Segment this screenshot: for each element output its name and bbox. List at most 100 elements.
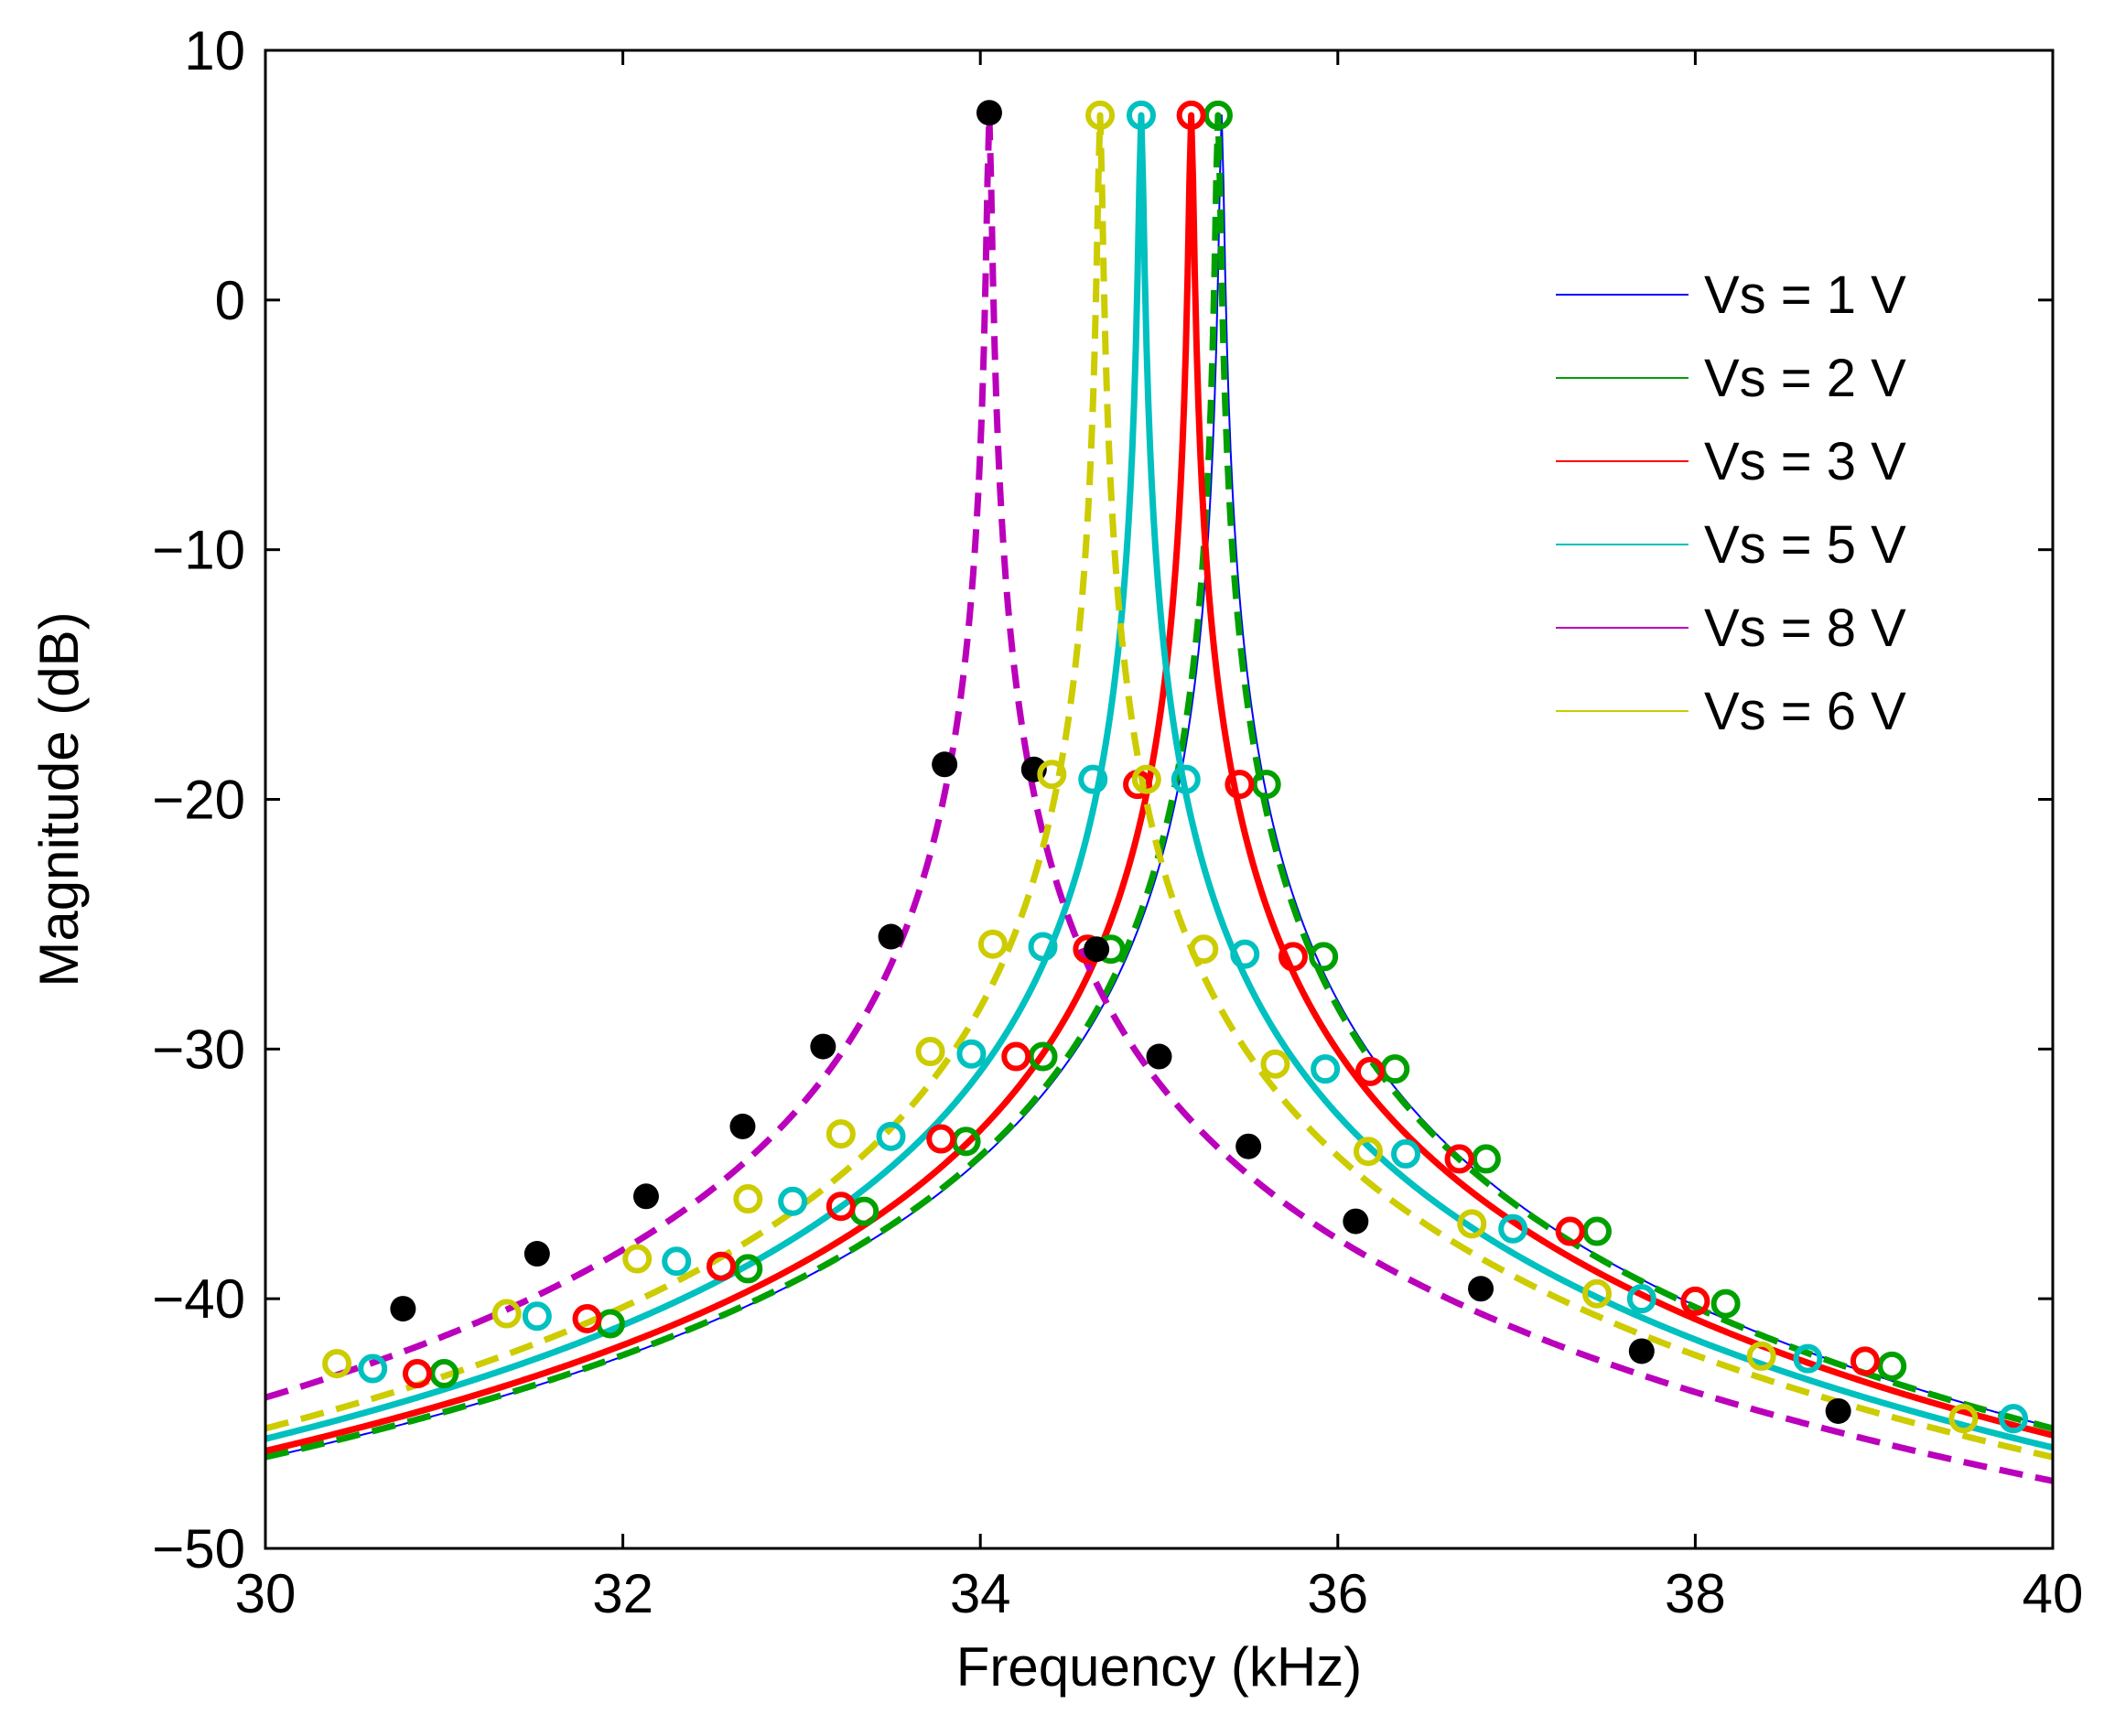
data-point-series-6 — [322, 1349, 352, 1379]
y-tick-label: −10 — [152, 520, 245, 581]
ticks-layer: 30 32 34 36 38 40 10 0 −10 −20 −30 −40 −50 — [152, 20, 2083, 1624]
data-point-series-6 — [1948, 1404, 1979, 1434]
x-axis-title: Frequency (kHz) — [956, 1636, 1362, 1698]
data-point-series-6 — [733, 1184, 763, 1214]
legend-label: Vs = 6 V — [1704, 682, 1906, 741]
data-point-series-4 — [956, 1039, 987, 1069]
x-tick-label: 34 — [950, 1563, 1011, 1624]
data-point-series-2 — [1471, 1144, 1501, 1174]
data-point-series-2 — [1309, 942, 1339, 972]
x-tick-label: 32 — [592, 1563, 653, 1624]
data-point-series-3 — [1555, 1216, 1585, 1246]
data-point-series-6 — [1354, 1137, 1384, 1167]
data-point-series-4 — [358, 1353, 388, 1384]
data-point-series-6 — [915, 1037, 945, 1067]
data-point-series-6 — [622, 1244, 653, 1274]
data-point-series-5 — [523, 1241, 550, 1267]
data-point-series-4 — [778, 1186, 808, 1216]
data-point-series-6 — [825, 1119, 856, 1149]
data-point-series-4 — [1171, 764, 1201, 794]
data-point-series-5 — [632, 1183, 659, 1210]
curve-series-6 — [265, 112, 2053, 1461]
data-point-series-2 — [1028, 1041, 1058, 1072]
data-point-series-4 — [1793, 1343, 1823, 1374]
legend-label: Vs = 2 V — [1704, 349, 1906, 408]
data-point-series-3 — [1001, 1041, 1031, 1072]
x-tick-label: 36 — [1307, 1563, 1368, 1624]
data-point-series-4 — [1391, 1138, 1421, 1169]
data-point-series-5 — [1628, 1338, 1655, 1364]
data-point-series-5 — [1146, 1043, 1172, 1070]
data-point-series-6 — [1037, 760, 1067, 790]
data-point-series-5 — [390, 1296, 416, 1322]
data-point-series-2 — [429, 1359, 459, 1389]
legend-label: Vs = 3 V — [1704, 432, 1906, 491]
data-point-series-3 — [926, 1124, 956, 1154]
data-point-series-3 — [825, 1191, 856, 1222]
data-point-series-3 — [1444, 1144, 1474, 1174]
data-point-series-6 — [1457, 1209, 1487, 1239]
data-point-series-5 — [1825, 1397, 1851, 1424]
data-point-series-3 — [1176, 100, 1206, 130]
data-point-series-6 — [977, 929, 1008, 959]
data-point-series-4 — [1311, 1054, 1341, 1084]
data-point-series-2 — [1877, 1351, 1907, 1381]
data-point-series-4 — [1999, 1404, 2029, 1434]
y-tick-label: −30 — [152, 1019, 245, 1080]
data-point-series-5 — [878, 923, 904, 950]
data-point-series-5 — [976, 100, 1002, 126]
data-point-series-3 — [403, 1359, 433, 1389]
data-point-series-2 — [1710, 1289, 1741, 1319]
data-point-series-6 — [1189, 934, 1219, 965]
y-tick-label: −40 — [152, 1268, 245, 1330]
data-point-series-4 — [1078, 764, 1108, 794]
markers-layer — [322, 100, 2029, 1434]
data-point-series-5 — [1235, 1133, 1262, 1159]
data-point-series-6 — [1260, 1049, 1290, 1079]
data-point-series-3 — [1278, 942, 1308, 972]
x-tick-label: 38 — [1665, 1563, 1726, 1624]
y-tick-label: −20 — [152, 770, 245, 831]
data-point-series-3 — [1680, 1286, 1710, 1316]
data-point-series-6 — [1131, 764, 1161, 794]
legend-label: Vs = 5 V — [1704, 515, 1906, 575]
data-point-series-4 — [662, 1246, 692, 1277]
data-point-series-4 — [522, 1301, 552, 1332]
data-point-series-5 — [729, 1113, 756, 1139]
data-point-series-2 — [1581, 1216, 1612, 1246]
data-point-series-3 — [572, 1303, 602, 1333]
data-point-series-6 — [491, 1299, 522, 1329]
data-point-series-6 — [1746, 1341, 1776, 1371]
x-tick-label: 30 — [235, 1563, 297, 1624]
curve-series-4 — [265, 112, 2053, 1451]
data-point-series-4 — [1028, 932, 1058, 962]
curve-series-5 — [265, 112, 2053, 1484]
y-tick-label: −50 — [152, 1518, 245, 1580]
data-point-series-5 — [1343, 1208, 1369, 1235]
data-point-series-4 — [876, 1121, 906, 1151]
data-point-series-2 — [1251, 770, 1281, 800]
legend-label: Vs = 8 V — [1704, 598, 1906, 658]
data-point-series-6 — [1085, 100, 1116, 130]
data-point-series-3 — [1225, 770, 1255, 800]
data-point-series-4 — [1126, 100, 1156, 130]
data-point-series-2 — [1203, 100, 1233, 130]
legend: Vs = 1 V Vs = 2 V Vs = 3 V Vs = 5 V Vs = 8 V… — [1556, 265, 1906, 741]
data-point-series-4 — [1230, 939, 1260, 969]
data-point-series-5 — [1468, 1276, 1494, 1302]
data-point-series-5 — [1084, 936, 1110, 963]
y-tick-label: 10 — [184, 20, 245, 81]
data-point-series-3 — [1850, 1346, 1880, 1376]
y-axis-title: Magnitude (dB) — [28, 611, 90, 987]
x-tick-label: 40 — [2023, 1563, 2084, 1624]
data-point-series-6 — [1581, 1278, 1612, 1309]
data-point-series-2 — [733, 1254, 763, 1284]
legend-label: Vs = 1 V — [1704, 265, 1906, 325]
data-point-series-5 — [932, 751, 958, 778]
data-point-series-4 — [1626, 1284, 1656, 1314]
data-point-series-3 — [707, 1251, 737, 1281]
data-point-series-3 — [1354, 1056, 1385, 1086]
data-point-series-5 — [810, 1033, 836, 1060]
